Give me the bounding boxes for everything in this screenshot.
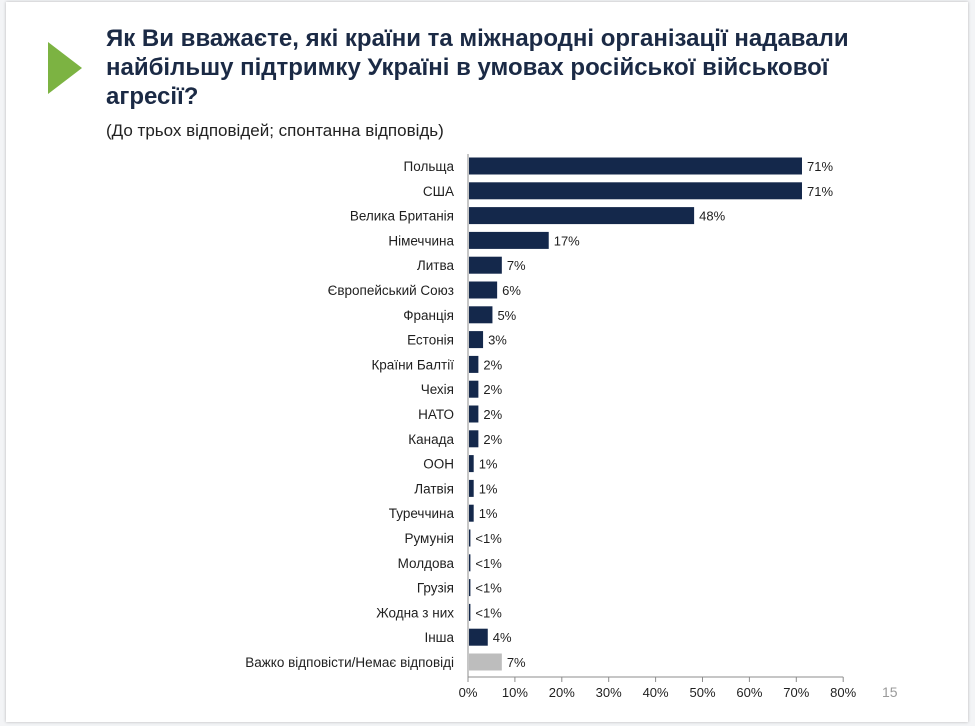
bar <box>469 479 474 497</box>
bar <box>469 380 479 398</box>
value-label: 48% <box>699 209 725 224</box>
page-number: 15 <box>882 684 898 700</box>
category-label: Польща <box>404 159 455 174</box>
value-label: 1% <box>479 457 498 472</box>
category-label: НАТО <box>418 407 454 422</box>
category-label: Канада <box>408 432 454 447</box>
bar <box>469 256 502 274</box>
category-label: Молдова <box>398 556 455 571</box>
x-tick-label: 40% <box>643 685 669 700</box>
x-tick-label: 80% <box>830 685 856 700</box>
x-tick-label: 0% <box>459 685 478 700</box>
value-label: 3% <box>488 333 507 348</box>
category-label: Латвія <box>414 481 454 496</box>
x-tick-label: 50% <box>689 685 715 700</box>
x-tick-label: 60% <box>736 685 762 700</box>
category-label: США <box>423 184 454 199</box>
bar <box>469 405 479 423</box>
category-label: Німеччина <box>388 233 454 248</box>
bar <box>469 207 695 225</box>
bar <box>469 355 479 373</box>
x-tick-label: 70% <box>783 685 809 700</box>
value-label: 4% <box>493 630 512 645</box>
category-label: Інша <box>424 630 454 645</box>
category-label: Франція <box>403 308 454 323</box>
category-label: Естонія <box>407 333 454 348</box>
bar <box>469 579 471 597</box>
value-label: <1% <box>475 605 502 620</box>
bar <box>469 653 502 671</box>
value-label: 2% <box>483 357 502 372</box>
value-label: 71% <box>807 184 833 199</box>
category-label: Велика Британія <box>350 209 454 224</box>
bar <box>469 628 488 646</box>
bar <box>469 306 493 324</box>
category-label: Туреччина <box>389 506 455 521</box>
category-label: Важко відповісти/Немає відповіді <box>245 655 454 670</box>
value-label: 1% <box>479 481 498 496</box>
bar <box>469 504 474 522</box>
value-label: <1% <box>475 556 502 571</box>
value-label: 2% <box>483 432 502 447</box>
category-label: Литва <box>417 258 455 273</box>
value-label: 17% <box>554 233 580 248</box>
category-label: Грузія <box>417 581 454 596</box>
value-label: <1% <box>475 531 502 546</box>
bar <box>469 529 471 547</box>
x-tick-label: 10% <box>502 685 528 700</box>
bar <box>469 157 802 175</box>
bar <box>469 430 479 448</box>
value-label: 5% <box>497 308 516 323</box>
value-label: 2% <box>483 382 502 397</box>
category-label: Румунія <box>404 531 454 546</box>
value-label: <1% <box>475 581 502 596</box>
bar <box>469 455 474 473</box>
x-tick-label: 30% <box>596 685 622 700</box>
value-label: 6% <box>502 283 521 298</box>
category-label: ООН <box>423 457 454 472</box>
chart-subtitle: (До трьох відповідей; спонтанна відповід… <box>106 121 444 140</box>
bar <box>469 554 471 572</box>
bar <box>469 603 471 621</box>
chart-title: Як Ви вважаєте, які країни та міжнародні… <box>106 25 849 110</box>
x-tick-label: 20% <box>549 685 575 700</box>
value-label: 7% <box>507 258 526 273</box>
value-label: 2% <box>483 407 502 422</box>
value-label: 7% <box>507 655 526 670</box>
bar <box>469 331 484 349</box>
value-label: 71% <box>807 159 833 174</box>
value-label: 1% <box>479 506 498 521</box>
category-label: Країни Балтії <box>371 357 454 372</box>
bar <box>469 231 549 249</box>
category-label: Європейський Союз <box>328 283 454 298</box>
bar <box>469 281 498 299</box>
bar <box>469 182 802 200</box>
play-arrow-icon <box>48 42 82 94</box>
category-label: Чехія <box>421 382 454 397</box>
slide: Як Ви вважаєте, які країни та міжнародні… <box>6 2 968 722</box>
category-label: Жодна з них <box>376 605 454 620</box>
